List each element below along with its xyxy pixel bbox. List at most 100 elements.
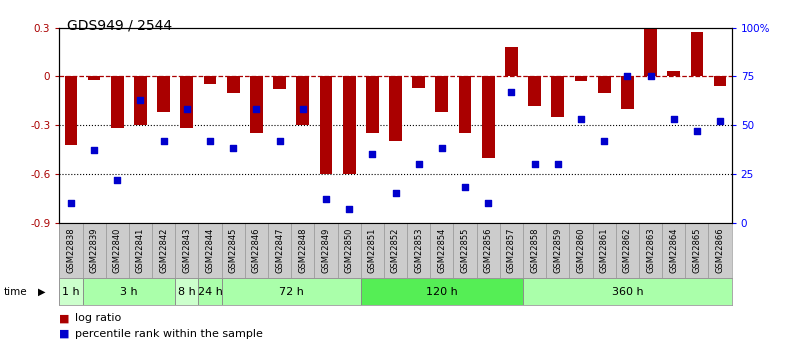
Text: GSM22852: GSM22852: [391, 227, 400, 273]
Bar: [250, 76, 263, 133]
Point: [134, 97, 147, 102]
Bar: [129, 223, 152, 278]
Text: 3 h: 3 h: [120, 287, 138, 296]
Bar: [203, 76, 217, 85]
Text: 72 h: 72 h: [278, 287, 304, 296]
Bar: [709, 223, 732, 278]
Point: [598, 138, 611, 144]
Bar: [551, 76, 564, 117]
Text: GSM22853: GSM22853: [414, 227, 423, 273]
Bar: [82, 223, 106, 278]
Text: ▶: ▶: [38, 287, 45, 296]
Bar: [268, 223, 291, 278]
Bar: [361, 223, 384, 278]
Point: [204, 138, 217, 144]
Point: [273, 138, 286, 144]
Text: GSM22844: GSM22844: [206, 227, 214, 273]
Bar: [227, 76, 240, 92]
Bar: [668, 71, 680, 76]
Bar: [59, 278, 82, 305]
Bar: [430, 223, 453, 278]
Point: [482, 200, 494, 206]
Text: 8 h: 8 h: [178, 287, 195, 296]
Bar: [477, 223, 500, 278]
Point: [621, 73, 634, 79]
Bar: [297, 76, 309, 125]
Bar: [528, 76, 541, 106]
Text: 24 h: 24 h: [198, 287, 222, 296]
Bar: [644, 28, 657, 76]
Point: [227, 146, 240, 151]
Bar: [713, 76, 726, 86]
Point: [320, 196, 332, 202]
Bar: [482, 76, 494, 158]
Bar: [407, 223, 430, 278]
Point: [551, 161, 564, 167]
Point: [459, 185, 471, 190]
Bar: [338, 223, 361, 278]
Bar: [343, 76, 355, 174]
Point: [644, 73, 657, 79]
Point: [528, 161, 541, 167]
Text: 120 h: 120 h: [426, 287, 458, 296]
Bar: [366, 76, 379, 133]
Text: GSM22850: GSM22850: [345, 227, 354, 273]
Bar: [134, 76, 147, 125]
Bar: [436, 76, 448, 112]
Bar: [88, 76, 100, 80]
Text: GSM22857: GSM22857: [507, 227, 516, 273]
Point: [668, 117, 680, 122]
Bar: [389, 76, 402, 141]
Text: GSM22842: GSM22842: [159, 227, 168, 273]
Point: [713, 118, 726, 124]
Text: GSM22846: GSM22846: [252, 227, 261, 273]
Bar: [221, 278, 361, 305]
Point: [157, 138, 170, 144]
Text: GSM22856: GSM22856: [484, 227, 493, 273]
Text: GSM22864: GSM22864: [669, 227, 678, 273]
Bar: [523, 223, 547, 278]
Bar: [412, 76, 425, 88]
Bar: [199, 223, 221, 278]
Bar: [570, 223, 592, 278]
Text: time: time: [4, 287, 28, 296]
Bar: [106, 223, 129, 278]
Text: GSM22855: GSM22855: [460, 227, 470, 273]
Bar: [152, 223, 176, 278]
Bar: [361, 278, 523, 305]
Text: ■: ■: [59, 313, 70, 323]
Text: percentile rank within the sample: percentile rank within the sample: [75, 329, 263, 339]
Text: GSM22861: GSM22861: [600, 227, 608, 273]
Text: GSM22859: GSM22859: [553, 227, 562, 273]
Text: GSM22839: GSM22839: [89, 227, 99, 273]
Text: GSM22854: GSM22854: [437, 227, 446, 273]
Point: [505, 89, 518, 95]
Text: GSM22866: GSM22866: [716, 227, 725, 273]
Point: [574, 117, 587, 122]
Bar: [320, 76, 332, 174]
Point: [111, 177, 123, 183]
Text: GSM22858: GSM22858: [530, 227, 539, 273]
Bar: [314, 223, 338, 278]
Bar: [615, 223, 639, 278]
Text: log ratio: log ratio: [75, 313, 121, 323]
Bar: [592, 223, 615, 278]
Point: [366, 151, 379, 157]
Point: [389, 190, 402, 196]
Bar: [685, 223, 709, 278]
Text: GSM22838: GSM22838: [66, 227, 75, 273]
Text: GSM22847: GSM22847: [275, 227, 284, 273]
Text: GSM22849: GSM22849: [321, 227, 331, 273]
Point: [250, 107, 263, 112]
Bar: [291, 223, 314, 278]
Bar: [453, 223, 477, 278]
Text: GSM22863: GSM22863: [646, 227, 655, 273]
Bar: [273, 76, 286, 89]
Point: [65, 200, 78, 206]
Text: GSM22840: GSM22840: [113, 227, 122, 273]
Text: 1 h: 1 h: [62, 287, 80, 296]
Text: 360 h: 360 h: [611, 287, 643, 296]
Bar: [639, 223, 662, 278]
Bar: [505, 47, 518, 76]
Point: [88, 148, 100, 153]
